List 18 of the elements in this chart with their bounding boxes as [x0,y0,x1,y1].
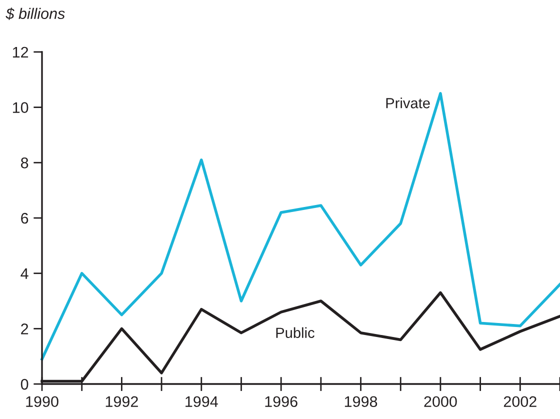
y-tick-label: 12 [12,46,28,58]
series-label: Public [276,327,314,338]
y-axis-title: $ billions [6,8,65,20]
y-tick-label: 4 [20,268,28,279]
y-tick-label: 6 [21,212,28,224]
x-tick-label: 1994 [186,396,218,408]
x-tick-label: 1990 [26,396,58,408]
y-tick-label: 0 [20,378,28,390]
y-tick-label: 8 [20,158,28,168]
line-series [40,92,560,360]
x-tick-label: 1996 [265,396,298,408]
x-tick-label: 2002 [504,396,536,408]
x-tick-label: 2000 [424,396,457,408]
y-tick-label: 10 [12,102,28,113]
series-label: Private [386,98,430,108]
x-tick-label: 1998 [344,396,378,408]
y-tick-label: 2 [21,324,28,334]
x-tick-label: 1992 [106,396,138,408]
